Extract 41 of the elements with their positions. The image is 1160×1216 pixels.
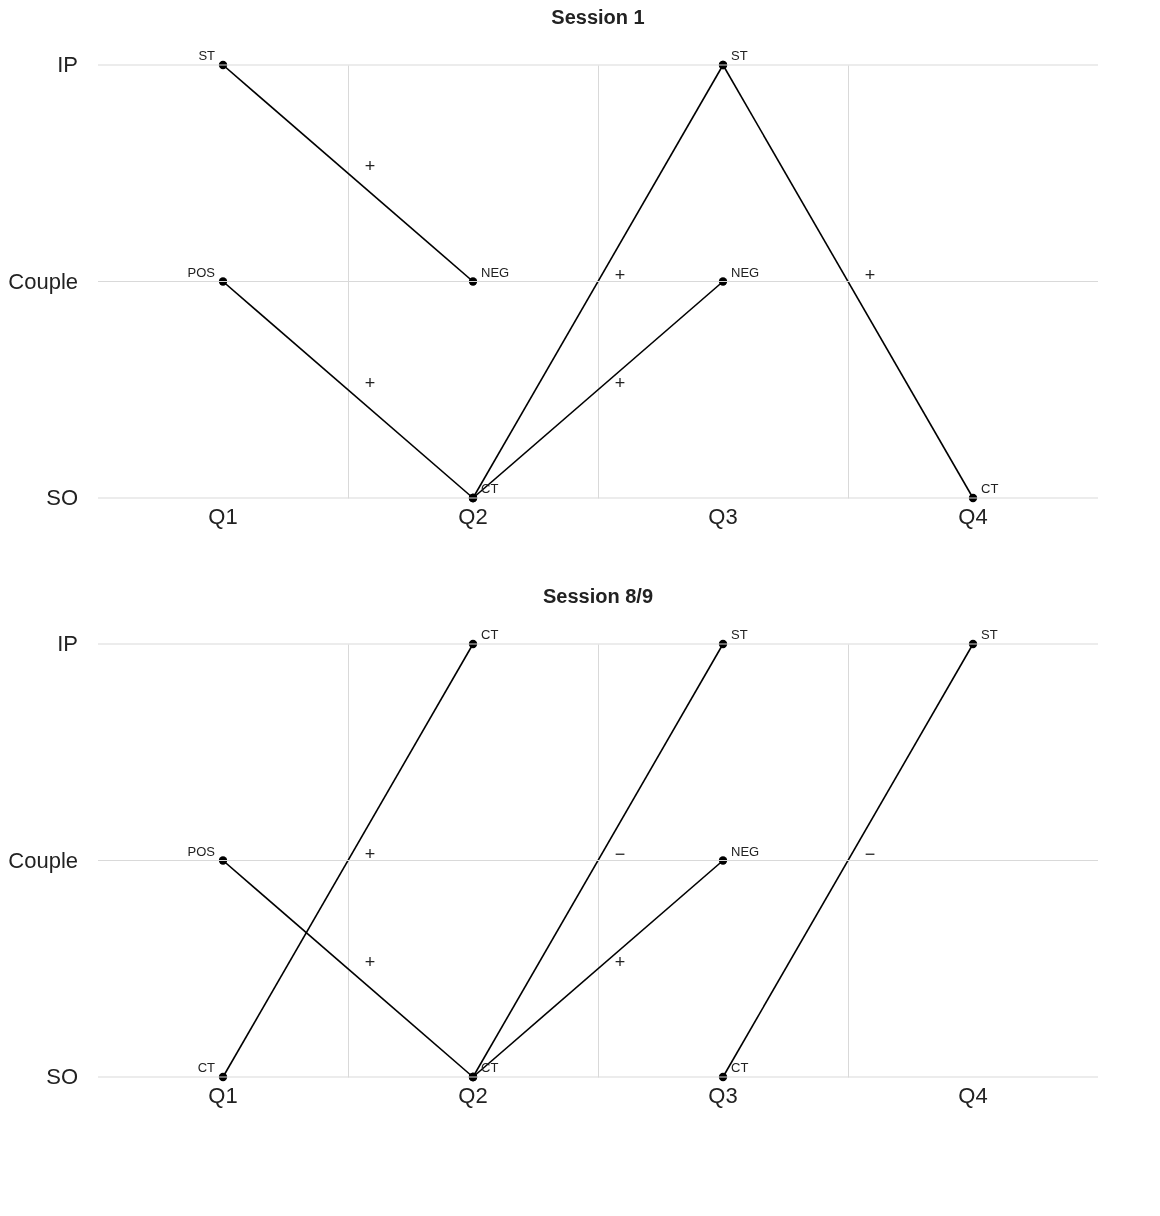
annotation: CT	[981, 481, 999, 496]
x-tick-label: Q2	[458, 503, 488, 529]
x-tick-label: Q3	[708, 1082, 738, 1108]
chart-title: Session 8/9	[542, 585, 654, 607]
annotation: −	[864, 843, 876, 864]
annotation: ST	[198, 48, 216, 63]
annotation: CT	[481, 481, 499, 496]
text: SO	[46, 1064, 78, 1089]
text: Couple	[8, 268, 78, 294]
annotation: +	[864, 264, 876, 285]
text: IP	[57, 52, 78, 77]
annotation: NEG	[731, 264, 760, 280]
text: Couple	[8, 847, 78, 873]
annotation: +	[364, 156, 376, 177]
annotation: POS	[187, 264, 216, 280]
annotation: +	[364, 951, 376, 972]
annotation: CT	[481, 627, 499, 642]
annotation: ST	[731, 627, 748, 642]
annotation: ST	[731, 48, 748, 63]
annotation: −	[614, 843, 626, 864]
annotation: ST	[981, 627, 998, 642]
x-tick-label: Q4	[958, 503, 988, 529]
x-tick-label: Q3	[708, 503, 738, 529]
annotation: CT	[731, 1060, 749, 1075]
annotation: +	[614, 264, 626, 285]
chart-title: Session 1	[551, 6, 645, 28]
annotation: +	[364, 372, 376, 393]
annotation: +	[614, 372, 626, 393]
x-tick-label: Q4	[958, 1082, 988, 1108]
text: SO	[46, 485, 78, 510]
x-tick-label: Q1	[208, 503, 238, 529]
annotation: NEG	[481, 264, 510, 280]
x-tick-label: Q2	[458, 1082, 488, 1108]
annotation: +	[614, 951, 626, 972]
annotation: POS	[187, 843, 216, 859]
annotation: NEG	[731, 843, 760, 859]
text: IP	[57, 631, 78, 656]
annotation: CT	[197, 1060, 216, 1075]
x-tick-label: Q1	[208, 1082, 238, 1108]
annotation: +	[364, 843, 376, 864]
annotation: CT	[481, 1060, 499, 1075]
